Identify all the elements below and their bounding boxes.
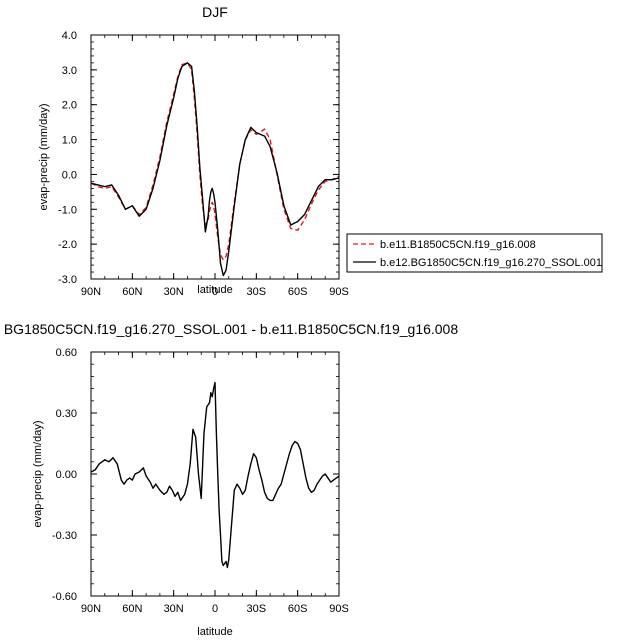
bottom-ytick-label: 0.30 xyxy=(56,408,77,420)
top-chart: DJF latitude evap-precip (mm/day) -3.0 -2… xyxy=(38,4,349,298)
top-xtick-label: 60S xyxy=(288,286,308,298)
bottom-chart-xlabel: latitude xyxy=(197,626,232,638)
top-xtick-label: 0 xyxy=(212,286,218,298)
bottom-chart: BG1850C5CN.f19_g16.270_SSOL.001 - b.e11.… xyxy=(4,321,459,638)
top-chart-series-group xyxy=(90,62,340,277)
bottom-chart-ylabel: evap-precip (mm/day) xyxy=(32,421,44,528)
top-ytick-label: -2.0 xyxy=(58,239,77,251)
top-xtick-label: 90S xyxy=(329,286,349,298)
legend-box xyxy=(346,233,603,273)
bottom-ytick-label: 0.60 xyxy=(56,347,77,359)
top-chart-xlabel: latitude xyxy=(197,284,232,296)
bottom-series-line-1 xyxy=(90,381,340,569)
legend-label-series-2: b.e12.BG1850C5CN.f19_g16.270_SSOL.001 xyxy=(380,257,602,269)
top-series-line-1 xyxy=(90,62,340,261)
bottom-ytick-label: 0.00 xyxy=(56,469,77,481)
top-series-line-2 xyxy=(90,62,340,277)
bottom-chart-frame xyxy=(90,351,340,597)
top-ytick-label: 3.0 xyxy=(62,65,77,77)
top-chart-tick-labels: -3.0 -2.0 -1.0 0.0 1.0 2.0 3.0 4.0 90N 60N 30N 0 30S… xyxy=(58,30,349,298)
bottom-xtick-label: 30N xyxy=(164,603,184,615)
bottom-chart-title: BG1850C5CN.f19_g16.270_SSOL.001 - b.e11.… xyxy=(4,321,459,337)
top-ytick-label: -1.0 xyxy=(58,204,77,216)
top-ytick-label: -3.0 xyxy=(58,274,77,286)
top-xtick-label: 30N xyxy=(164,286,184,298)
bottom-xtick-label: 60S xyxy=(288,603,308,615)
bottom-xtick-label: 90S xyxy=(329,603,349,615)
bottom-ytick-label: -0.30 xyxy=(52,530,77,542)
top-ytick-label: 4.0 xyxy=(62,30,77,42)
legend-label-series-1: b.e11.B1850C5CN.f19_g16.008 xyxy=(380,239,536,251)
top-chart-title: DJF xyxy=(202,4,228,20)
bottom-xtick-label: 30S xyxy=(247,603,267,615)
top-ytick-label: 2.0 xyxy=(62,100,77,112)
top-xtick-label: 30S xyxy=(247,286,267,298)
bottom-chart-series-group xyxy=(90,381,340,569)
top-ytick-label: 1.0 xyxy=(62,135,77,147)
top-chart-frame xyxy=(90,34,340,280)
bottom-chart-tick-labels: -0.60 -0.30 0.00 0.30 0.60 90N 60N 30N 0 30S 60S 90… xyxy=(52,347,349,615)
top-xtick-label: 90N xyxy=(81,286,101,298)
top-chart-ticks xyxy=(90,34,340,280)
top-chart-ylabel: evap-precip (mm/day) xyxy=(38,104,50,211)
bottom-xtick-label: 60N xyxy=(122,603,142,615)
bottom-xtick-label: 90N xyxy=(81,603,101,615)
legend: b.e11.B1850C5CN.f19_g16.008 b.e12.BG1850… xyxy=(346,233,603,273)
top-ytick-label: 0.0 xyxy=(62,169,77,181)
bottom-xtick-label: 0 xyxy=(212,603,218,615)
bottom-ytick-label: -0.60 xyxy=(52,591,77,603)
top-xtick-label: 60N xyxy=(122,286,142,298)
